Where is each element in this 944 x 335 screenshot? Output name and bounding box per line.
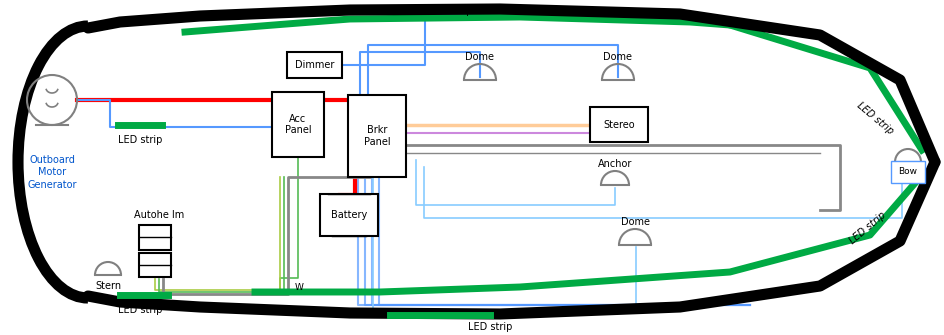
FancyBboxPatch shape <box>348 95 406 177</box>
FancyBboxPatch shape <box>287 52 342 78</box>
Text: Dome: Dome <box>620 217 649 227</box>
FancyBboxPatch shape <box>891 161 925 183</box>
Text: LED strip: LED strip <box>118 305 162 315</box>
Text: LED strip: LED strip <box>118 135 162 145</box>
Text: Battery: Battery <box>331 210 367 220</box>
Text: Acc
Panel: Acc Panel <box>285 114 312 135</box>
Text: W: W <box>295 283 304 292</box>
Text: Stern: Stern <box>95 281 121 291</box>
Text: LED strip: LED strip <box>855 100 895 136</box>
FancyBboxPatch shape <box>139 253 171 277</box>
Text: Dome: Dome <box>465 52 495 62</box>
FancyBboxPatch shape <box>320 194 378 236</box>
Text: Stereo: Stereo <box>603 120 634 130</box>
Text: LED strip: LED strip <box>468 322 513 332</box>
Text: Dome: Dome <box>603 52 632 62</box>
Text: Dimmer: Dimmer <box>295 60 334 70</box>
Text: LED strip: LED strip <box>428 6 472 16</box>
FancyBboxPatch shape <box>590 107 648 142</box>
FancyBboxPatch shape <box>139 225 171 250</box>
Text: Bow: Bow <box>899 168 918 177</box>
Text: Brkr
Panel: Brkr Panel <box>363 125 390 147</box>
Text: Outboard
Motor
Generator: Outboard Motor Generator <box>27 155 76 190</box>
FancyBboxPatch shape <box>272 92 324 157</box>
Text: LED strip: LED strip <box>848 210 888 246</box>
Text: Autohe lm: Autohe lm <box>134 210 184 220</box>
Text: Anchor: Anchor <box>598 159 632 169</box>
